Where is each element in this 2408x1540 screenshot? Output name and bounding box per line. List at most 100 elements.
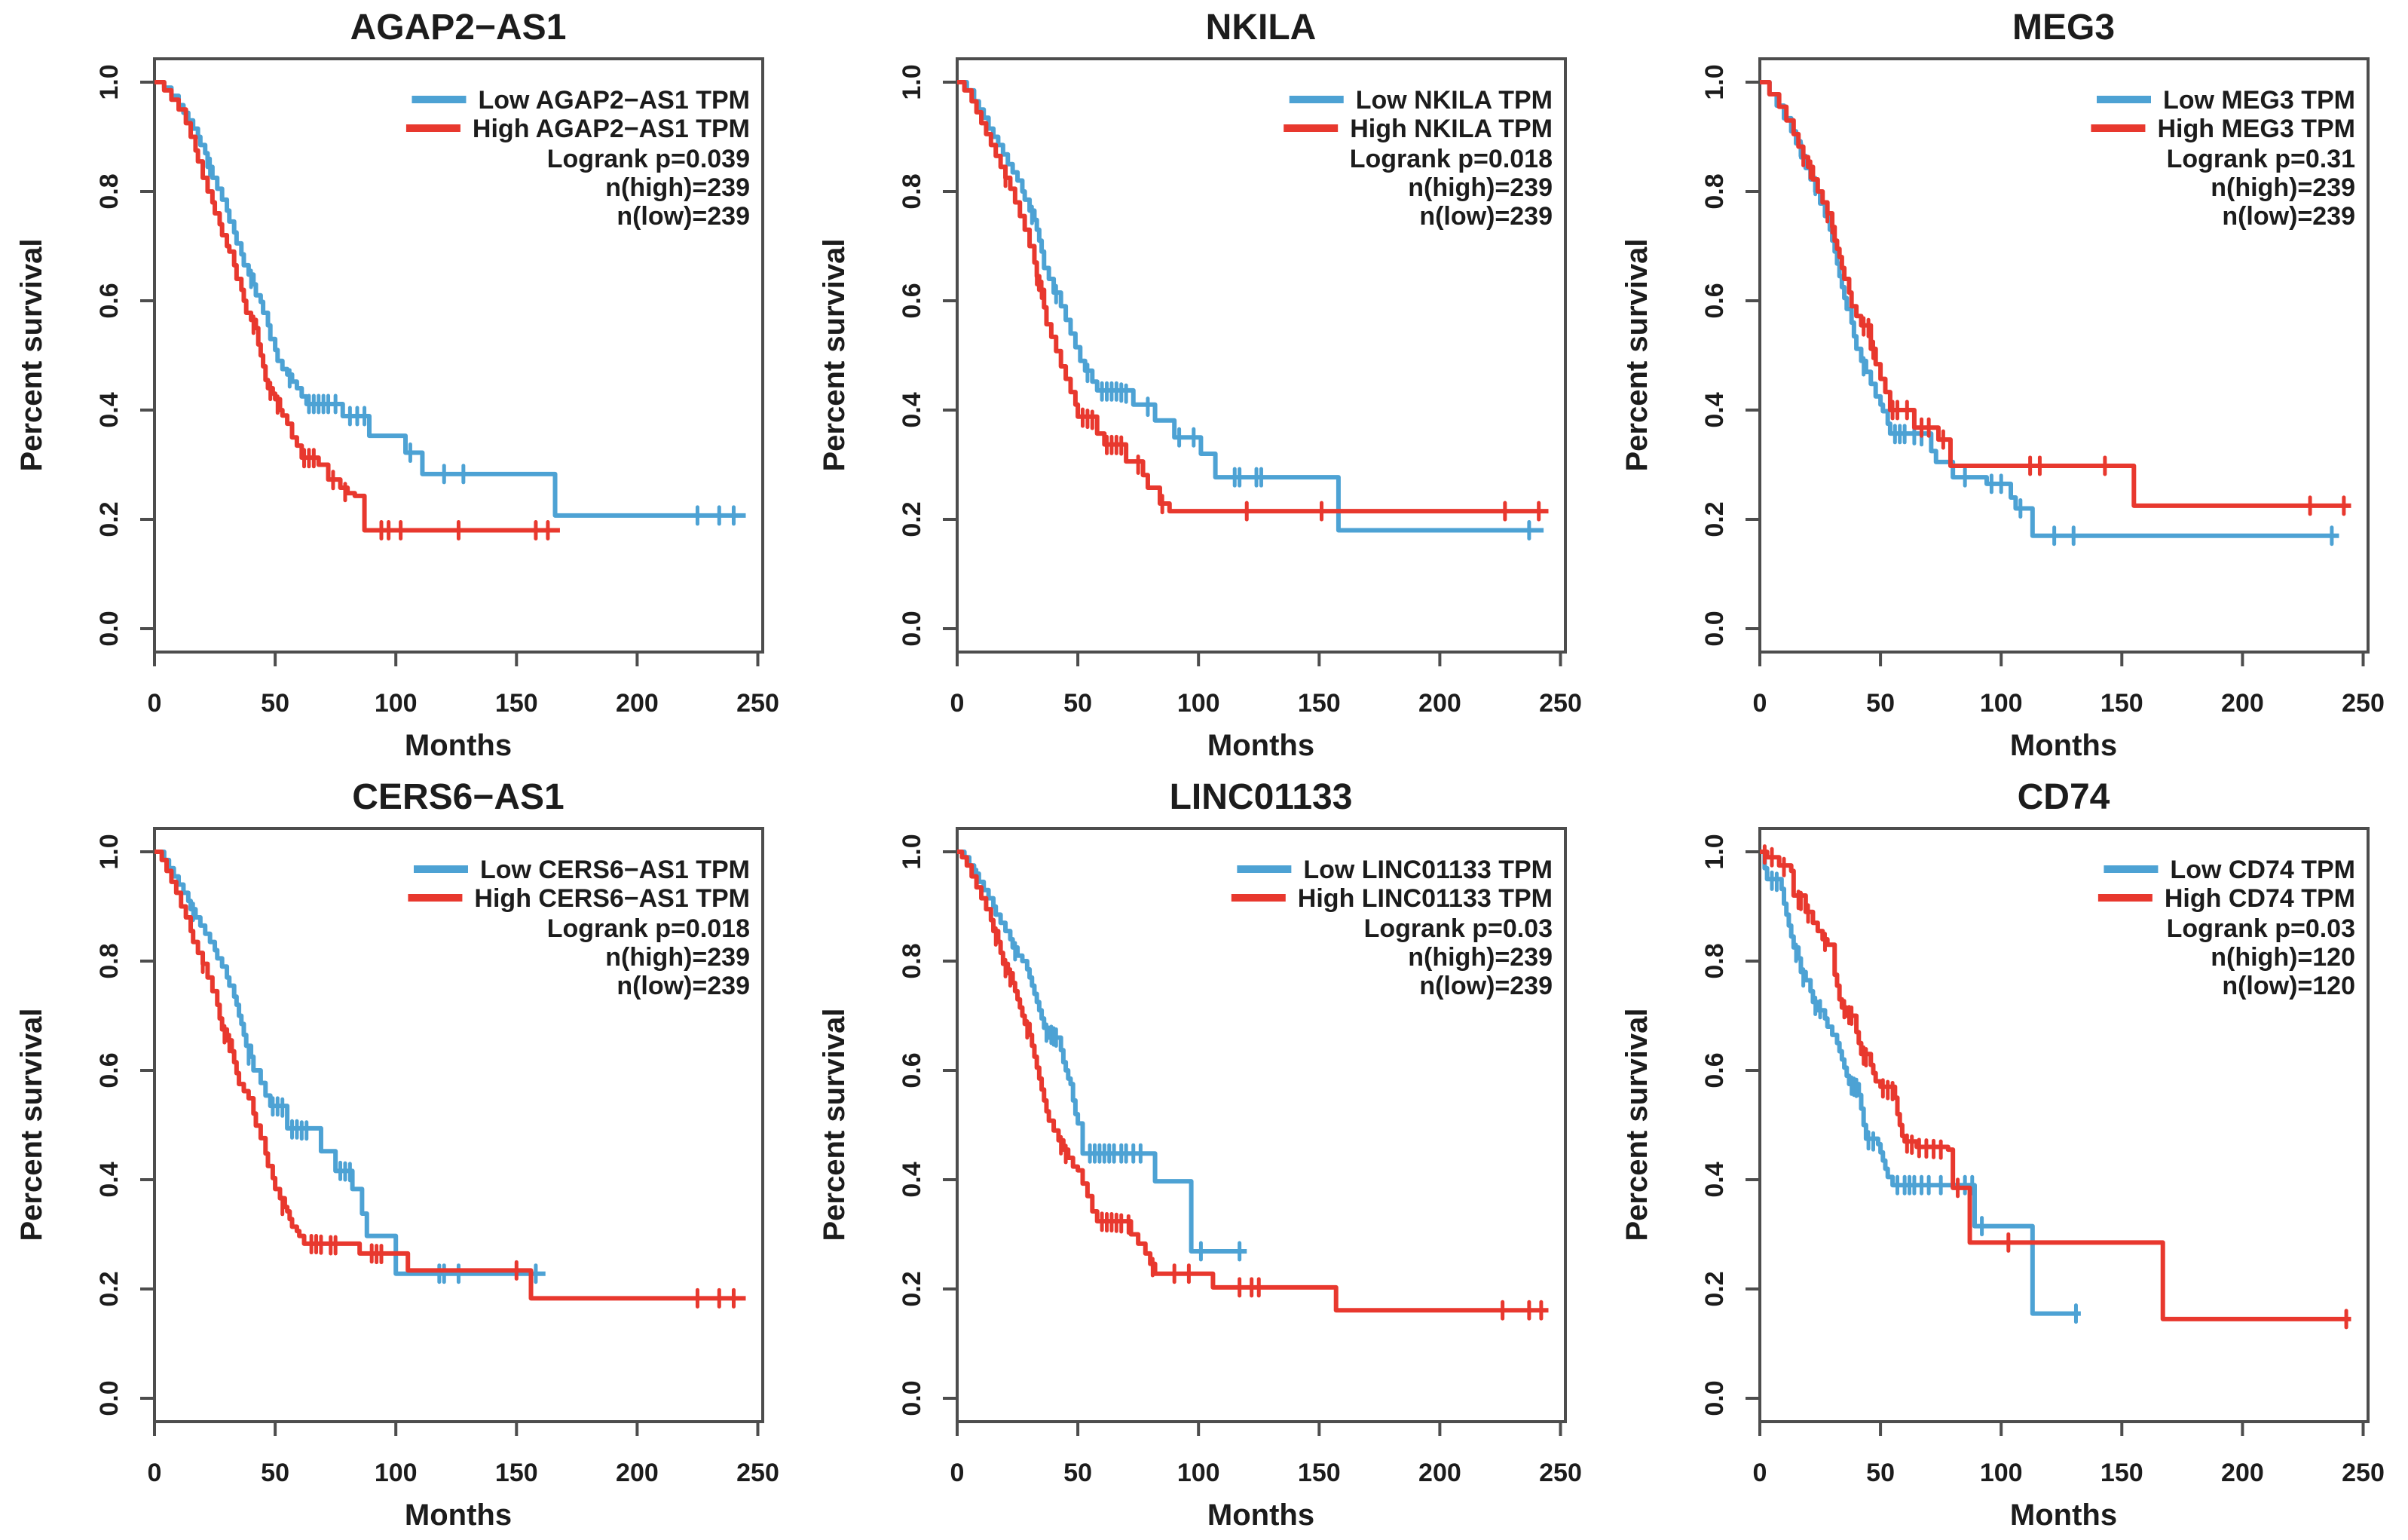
y-tick-label: 0.2 — [1700, 501, 1729, 537]
legend-label-low: Low NKILA TPM — [1356, 86, 1553, 115]
km-curve-low — [957, 850, 1247, 1254]
y-tick-label: 0.2 — [898, 1271, 926, 1306]
plot-border — [153, 57, 764, 654]
x-tick-label: 50 — [261, 1459, 289, 1487]
x-tick-label: 100 — [1980, 1459, 2023, 1487]
x-tick-label: 0 — [1753, 1459, 1767, 1487]
n-low-count: n(low)=239 — [617, 972, 750, 1000]
y-tick-label: 0.4 — [95, 392, 124, 427]
x-axis-label: Months — [1207, 1499, 1314, 1532]
plot-border — [1758, 827, 2370, 1423]
y-tick-label: 0.8 — [1700, 173, 1729, 209]
panel-title: CERS6−AS1 — [352, 777, 564, 817]
km-chart-linc01133: 0 50 100 150 200 250 0.0 0.2 0.4 0.6 0.8 1.0 LINC01… — [818, 777, 1582, 1532]
y-tick-label: 1.0 — [95, 64, 124, 100]
n-high-count: n(high)=239 — [2211, 173, 2355, 202]
x-axis-label: Months — [2010, 1499, 2117, 1532]
y-tick-label: 0.2 — [95, 1271, 124, 1306]
n-low-count: n(low)=239 — [2222, 202, 2355, 231]
n-high-count: n(high)=239 — [605, 943, 750, 972]
survival-curves — [155, 850, 746, 1309]
x-tick-label: 100 — [1177, 1459, 1220, 1487]
km-curve-low — [155, 850, 546, 1276]
x-tick-label: 0 — [950, 689, 965, 718]
km-panel-meg3: 0 50 100 150 200 250 0.0 0.2 0.4 0.6 0.8 1.0 MEG3 M… — [1605, 0, 2408, 770]
x-tick-label: 150 — [1298, 1459, 1341, 1487]
km-chart-cd74: 0 50 100 150 200 250 0.0 0.2 0.4 0.6 0.8 1.0 CD74 M… — [1620, 777, 2385, 1532]
km-curve-low — [155, 80, 746, 518]
x-tick-label: 50 — [261, 689, 289, 718]
survival-curves — [1760, 80, 2351, 547]
km-curve-high — [155, 80, 560, 533]
x-tick-label: 200 — [2221, 689, 2264, 718]
x-tick-label: 150 — [495, 1459, 538, 1487]
km-chart-cers6-as1: 0 50 100 150 200 250 0.0 0.2 0.4 0.6 0.8 1.0 CERS6−… — [15, 777, 779, 1532]
km-chart-meg3: 0 50 100 150 200 250 0.0 0.2 0.4 0.6 0.8 1.0 MEG3 M… — [1620, 8, 2385, 762]
x-tick-label: 250 — [1539, 689, 1582, 718]
y-tick-label: 0.0 — [1700, 1380, 1729, 1416]
y-tick-label: 0.6 — [898, 283, 926, 318]
y-axis-label: Percent survival — [15, 1008, 48, 1241]
logrank-p-value: Logrank p=0.31 — [2167, 145, 2355, 173]
km-curve-high — [1760, 850, 2351, 1321]
x-tick-label: 200 — [616, 1459, 659, 1487]
legend: Low NKILA TPM High NKILA TPM Logrank p=0… — [1284, 86, 1553, 231]
y-tick-label: 0.8 — [95, 943, 124, 978]
n-high-count: n(high)=239 — [605, 173, 750, 202]
y-tick-label: 0.6 — [1700, 283, 1729, 318]
y-tick-label: 0.2 — [898, 501, 926, 537]
y-axis-label: Percent survival — [818, 238, 851, 471]
n-high-count: n(high)=239 — [1408, 943, 1553, 972]
legend-label-low: Low CD74 TPM — [2170, 856, 2355, 884]
y-tick-label: 0.6 — [95, 1052, 124, 1088]
x-tick-label: 150 — [1298, 689, 1341, 718]
y-tick-label: 0.0 — [1700, 611, 1729, 646]
x-tick-label: 50 — [1866, 1459, 1895, 1487]
y-tick-label: 1.0 — [898, 64, 926, 100]
y-tick-label: 1.0 — [95, 834, 124, 869]
km-panel-nkila: 0 50 100 150 200 250 0.0 0.2 0.4 0.6 0.8 1.0 NKILA … — [803, 0, 1605, 770]
y-tick-label: 0.4 — [95, 1162, 124, 1197]
survival-curves — [1760, 844, 2351, 1330]
x-tick-label: 200 — [616, 689, 659, 718]
y-tick-label: 0.8 — [1700, 943, 1729, 978]
x-tick-label: 150 — [2100, 689, 2143, 718]
x-tick-label: 100 — [1980, 689, 2023, 718]
y-tick-label: 0.4 — [1700, 1162, 1729, 1197]
km-curve-high — [1760, 80, 2351, 508]
legend-label-low: Low MEG3 TPM — [2163, 86, 2355, 115]
logrank-p-value: Logrank p=0.03 — [2167, 914, 2355, 943]
y-tick-label: 0.6 — [1700, 1052, 1729, 1088]
n-high-count: n(high)=239 — [1408, 173, 1553, 202]
x-tick-label: 100 — [1177, 689, 1220, 718]
x-axis-label: Months — [405, 1499, 512, 1532]
legend-label-high: High CERS6−AS1 TPM — [474, 884, 750, 913]
km-chart-agap2-as1: 0 50 100 150 200 250 0.0 0.2 0.4 0.6 0.8 1.0 AGAP2−… — [15, 8, 779, 762]
km-curve-high — [155, 850, 746, 1301]
plot-border — [1758, 57, 2370, 654]
legend-label-high: High CD74 TPM — [2165, 884, 2355, 913]
y-tick-label: 0.8 — [898, 173, 926, 209]
y-tick-label: 1.0 — [898, 834, 926, 869]
y-tick-label: 0.6 — [95, 283, 124, 318]
y-tick-label: 0.4 — [898, 1162, 926, 1197]
x-axis-label: Months — [1207, 729, 1314, 762]
km-panel-linc01133: 0 50 100 150 200 250 0.0 0.2 0.4 0.6 0.8 1.0 LINC01… — [803, 770, 1605, 1539]
survival-curves — [155, 80, 746, 540]
x-tick-label: 50 — [1866, 689, 1895, 718]
plot-border — [956, 57, 1567, 654]
y-tick-label: 0.4 — [1700, 392, 1729, 427]
x-tick-label: 0 — [148, 689, 162, 718]
y-tick-label: 0.2 — [1700, 1271, 1729, 1306]
y-axis-label: Percent survival — [818, 1008, 851, 1241]
x-tick-label: 100 — [375, 689, 418, 718]
km-curve-low — [1760, 850, 2081, 1316]
y-axis-label: Percent survival — [1620, 238, 1654, 471]
axes: 0 50 100 150 200 250 0.0 0.2 0.4 0.6 0.8 1.0 — [1700, 57, 2385, 718]
y-tick-label: 0.8 — [95, 173, 124, 209]
legend-label-low: Low LINC01133 TPM — [1303, 856, 1553, 884]
survival-curves — [957, 850, 1549, 1321]
legend-label-high: High LINC01133 TPM — [1298, 884, 1553, 913]
